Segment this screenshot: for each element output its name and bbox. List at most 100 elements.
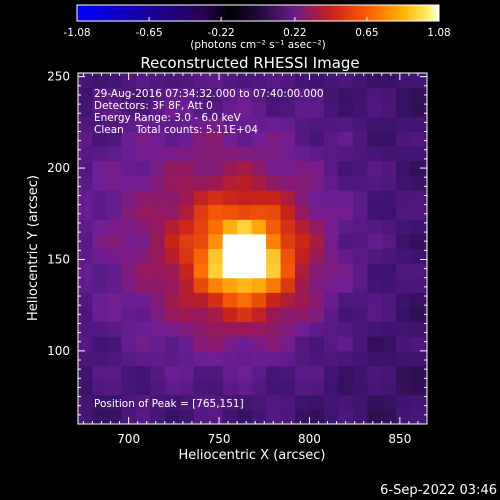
heatmap-cell — [78, 102, 93, 118]
heatmap-cell — [208, 350, 224, 367]
heatmap-cell — [396, 87, 412, 103]
heatmap-cell — [237, 263, 253, 279]
heatmap-cell — [338, 160, 354, 176]
heatmap-cell — [338, 321, 354, 337]
heatmap-cell — [294, 336, 310, 352]
heatmap-cell — [294, 73, 310, 89]
heatmap-cell — [352, 116, 368, 133]
heatmap-cell — [396, 394, 412, 410]
y-tick-label: 150 — [47, 252, 70, 266]
heatmap-cell — [367, 336, 383, 352]
heatmap-cell — [410, 263, 426, 279]
heatmap — [78, 73, 428, 425]
heatmap-cell — [338, 380, 354, 396]
heatmap-cell — [323, 175, 339, 191]
heatmap-cell — [193, 87, 209, 103]
heatmap-cell — [352, 233, 368, 250]
heatmap-cell — [237, 380, 253, 396]
heatmap-cell — [150, 190, 166, 206]
heatmap-cell — [208, 175, 224, 191]
heatmap-cell — [309, 380, 325, 396]
annotation-block: 29-Aug-2016 07:34:32.000 to 07:40:00.000… — [94, 88, 324, 410]
heatmap-cell — [164, 204, 180, 220]
heatmap-cell — [367, 380, 383, 396]
heatmap-cell — [352, 204, 368, 220]
heatmap-cell — [193, 336, 209, 352]
heatmap-cell — [150, 233, 166, 250]
heatmap-cell — [323, 409, 339, 425]
heatmap-cell — [323, 146, 339, 162]
heatmap-cell — [121, 409, 137, 425]
heatmap-cell — [381, 409, 397, 425]
heatmap-cell — [352, 146, 368, 162]
heatmap-cell — [78, 380, 93, 396]
heatmap-cell — [309, 116, 325, 133]
heatmap-cell — [338, 365, 354, 381]
heatmap-cell — [266, 350, 282, 367]
heatmap-cell — [92, 102, 108, 118]
heatmap-cell — [309, 160, 325, 176]
heatmap-cell — [280, 233, 296, 250]
heatmap-cell — [193, 307, 209, 323]
colorbar-tick-label: -1.08 — [63, 27, 90, 39]
heatmap-cell — [352, 394, 368, 410]
heatmap-cell — [309, 131, 325, 147]
heatmap-cell — [179, 160, 195, 176]
heatmap-cell — [150, 102, 166, 118]
heatmap-cell — [338, 190, 354, 206]
heatmap-cell — [121, 131, 137, 147]
heatmap-cell — [135, 336, 151, 352]
heatmap-cell — [92, 409, 108, 425]
heatmap-cell — [135, 350, 151, 367]
heatmap-cell — [425, 263, 428, 279]
heatmap-cell — [280, 73, 296, 89]
heatmap-cell — [338, 175, 354, 191]
heatmap-cell — [150, 116, 166, 133]
heatmap-cell — [309, 292, 325, 308]
heatmap-cell — [150, 394, 166, 410]
heatmap-cell — [280, 277, 296, 293]
heatmap-cell — [106, 116, 122, 133]
heatmap-cell — [179, 219, 195, 235]
heatmap-cell — [396, 219, 412, 235]
heatmap-cell — [410, 248, 426, 264]
heatmap-cell — [164, 219, 180, 235]
heatmap-cell — [367, 394, 383, 410]
heatmap-cell — [323, 292, 339, 308]
date-stamp: 6-Sep-2022 03:46 — [380, 483, 497, 498]
heatmap-cell — [323, 219, 339, 235]
heatmap-cell — [352, 175, 368, 191]
heatmap-cell — [266, 394, 282, 410]
heatmap-cell — [352, 365, 368, 381]
heatmap-cell — [352, 307, 368, 323]
heatmap-cell — [425, 277, 428, 293]
heatmap-cell — [121, 365, 137, 381]
heatmap-cell — [280, 321, 296, 337]
heatmap-cell — [367, 233, 383, 250]
heatmap-cell — [367, 263, 383, 279]
heatmap-cell — [222, 102, 238, 118]
heatmap-cell — [208, 248, 224, 264]
heatmap-cell — [425, 248, 428, 264]
heatmap-cell — [106, 263, 122, 279]
heatmap-cell — [323, 233, 339, 250]
heatmap-cell — [251, 321, 267, 337]
heatmap-cell — [121, 263, 137, 279]
heatmap-cell — [251, 102, 267, 118]
heatmap-cell — [338, 116, 354, 133]
heatmap-cell — [208, 263, 224, 279]
heatmap-cell — [150, 292, 166, 308]
heatmap-cell — [425, 321, 428, 337]
y-tick-label: 200 — [47, 161, 70, 175]
heatmap-cell — [280, 219, 296, 235]
heatmap-cell — [294, 350, 310, 367]
heatmap-cell — [425, 73, 428, 89]
heatmap-cell — [106, 394, 122, 410]
heatmap-cell — [164, 277, 180, 293]
heatmap-cell — [106, 219, 122, 235]
heatmap-cell — [280, 146, 296, 162]
heatmap-cell — [367, 219, 383, 235]
heatmap-cell — [92, 336, 108, 352]
heatmap-cell — [323, 350, 339, 367]
heatmap-cell — [164, 365, 180, 381]
